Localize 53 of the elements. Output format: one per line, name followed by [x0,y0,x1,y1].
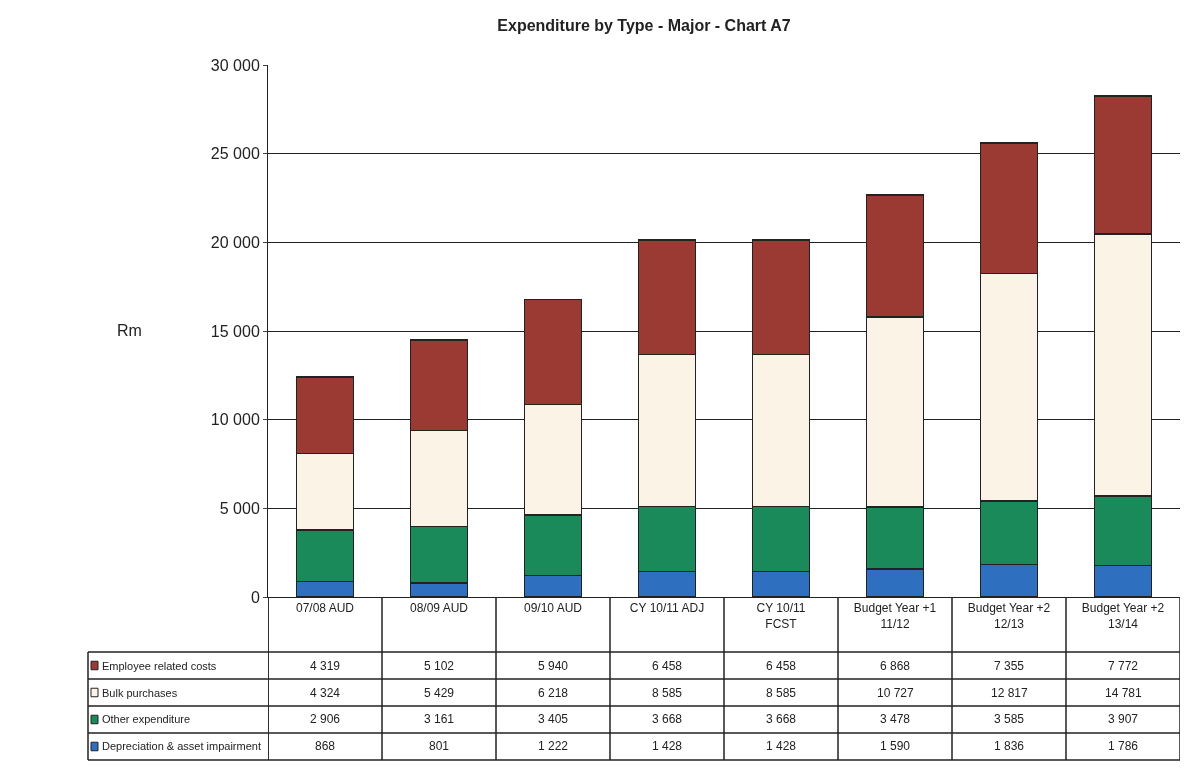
data-label: 3 907 [1108,712,1139,726]
data-label: 6 218 [538,686,569,700]
y-tick-label: 20 000 [210,233,260,251]
x-tick-label: CY 10/11 ADJ [629,601,705,616]
data-label: 801 [429,739,450,753]
y-axis-title: Rm [117,322,142,339]
data-label: 1 222 [538,739,569,753]
data-label: 5 429 [424,686,455,700]
x-tick-label: 07/08 AUD [295,601,355,616]
data-label: 3 161 [424,712,455,726]
legend-label: Depreciation & asset impairment [102,740,261,752]
legend-label: Other expenditure [102,713,191,725]
data-label: 7 772 [1108,659,1139,673]
data-label: 4 319 [310,659,341,673]
data-label: 3 668 [766,712,797,726]
legend-label: Employee related costs [102,660,217,672]
data-label: 1 428 [652,739,683,753]
data-label: 868 [315,739,336,753]
y-tick-label: 30 000 [210,56,260,74]
data-label: 3 585 [994,712,1025,726]
data-label: 10 727 [877,686,915,700]
data-label: 14 781 [1105,686,1143,700]
data-label: 3 478 [880,712,911,726]
data-label: 1 786 [1108,739,1139,753]
y-tick-label: 25 000 [210,145,260,163]
x-tick-label: Budget Year +2 13/14 [1081,601,1165,631]
data-label: 6 458 [652,659,683,673]
data-label: 5 102 [424,659,455,673]
y-tick-label: 5 000 [219,499,260,517]
data-label: 5 940 [538,659,569,673]
chart-title: Expenditure by Type - Major - Chart A7 [497,17,791,35]
legend-label: Bulk purchases [102,687,178,699]
x-tick-label: Budget Year +1 11/12 [853,601,937,631]
data-label: 3 405 [538,712,569,726]
data-label: 1 590 [880,739,911,753]
data-label: 8 585 [652,686,683,700]
data-label: 4 324 [310,686,341,700]
data-label: 7 355 [994,659,1025,673]
x-tick-label: Budget Year +2 12/13 [967,601,1051,631]
y-tick-label: 10 000 [210,411,260,429]
data-label: 2 906 [310,712,341,726]
x-tick-label: CY 10/11 FCST [756,601,806,631]
data-label: 12 817 [991,686,1029,700]
data-label: 6 868 [880,659,911,673]
data-label: 8 585 [766,686,797,700]
data-label: 6 458 [766,659,797,673]
data-label: 1 836 [994,739,1025,753]
data-label: 3 668 [652,712,683,726]
y-tick-label: 15 000 [210,322,260,340]
x-tick-label: 09/10 AUD [523,601,583,616]
x-tick-label: 08/09 AUD [409,601,469,616]
data-label: 1 428 [766,739,797,753]
y-tick-label: 0 [250,588,260,606]
